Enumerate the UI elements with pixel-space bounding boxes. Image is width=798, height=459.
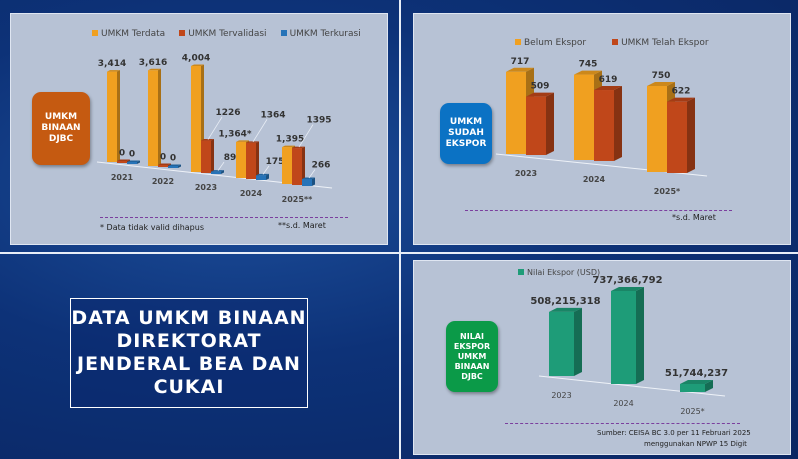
legend-item: UMKM Tervalidasi <box>179 29 267 39</box>
legend-item: UMKM Telah Ekspor <box>612 38 709 48</box>
note-invalid-data: * Data tidak valid dihapus <box>100 223 204 232</box>
legend-item: UMKM Terdata <box>92 29 165 39</box>
vertical-divider <box>399 0 401 459</box>
dashed-line <box>465 210 732 211</box>
legend-chart-2: Belum Ekspor UMKM Telah Ekspor <box>515 38 709 48</box>
legend-chart-1: UMKM Terdata UMKM Tervalidasi UMKM Terku… <box>92 29 361 39</box>
note-sd-maret: **s.d. Maret <box>278 221 326 230</box>
source-note: Sumber: CEISA BC 3.0 per 11 Februari 202… <box>597 429 751 437</box>
main-title: DATA UMKM BINAAN DIREKTORAT JENDERAL BEA… <box>70 298 308 408</box>
legend-chart-3: Nilai Ekspor (USD) <box>518 268 600 277</box>
note-sd-maret: *s.d. Maret <box>672 213 716 222</box>
horizontal-divider <box>0 252 798 254</box>
legend-item: Nilai Ekspor (USD) <box>518 268 600 277</box>
badge-umkm-sudah-ekspor: UMKM SUDAH EKSPOR <box>440 103 492 164</box>
legend-item: UMKM Terkurasi <box>280 29 361 39</box>
legend-item: Belum Ekspor <box>515 38 586 48</box>
dashed-line <box>505 423 740 424</box>
dashed-line <box>100 217 348 218</box>
npwp-note: menggunakan NPWP 15 Digit <box>644 440 747 448</box>
badge-nilai-ekspor: NILAI EKSPOR UMKM BINAAN DJBC <box>446 321 498 392</box>
badge-umkm-binaan: UMKM BINAAN DJBC <box>32 92 90 165</box>
